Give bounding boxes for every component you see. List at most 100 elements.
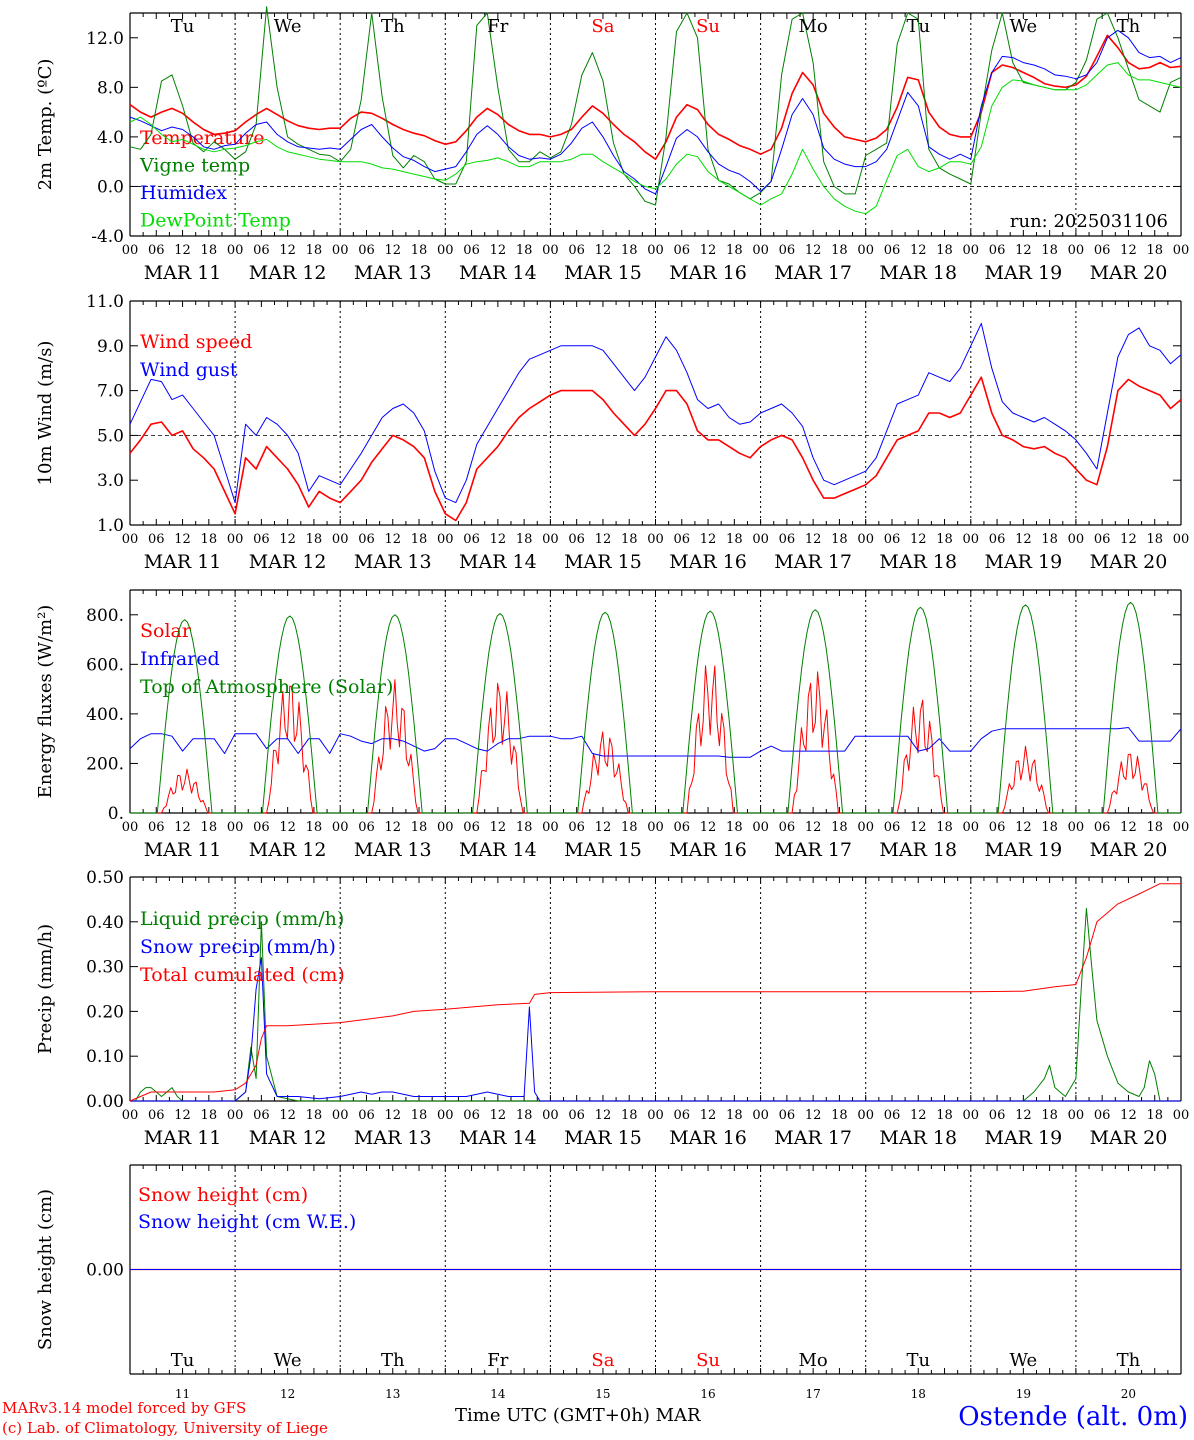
day-number-label: 12 xyxy=(280,1387,295,1401)
wind-hour-label: 06 xyxy=(253,532,270,547)
precip-hour-label: 06 xyxy=(253,1108,270,1123)
snow-ytick-label: 0.00 xyxy=(86,1261,124,1281)
run-label: run: 2025031106 xyxy=(1010,211,1168,232)
temp-series-humidex xyxy=(129,29,1182,195)
weekday-label-top: We xyxy=(274,16,302,37)
wind-hour-label: 00 xyxy=(752,532,769,547)
temp-hour-label: 00 xyxy=(122,243,139,258)
wind-legend-entry: Wind gust xyxy=(140,359,238,381)
flux-hour-label: 00 xyxy=(332,820,349,835)
precip-hour-label: 00 xyxy=(227,1108,244,1123)
precip-hour-label: 00 xyxy=(1068,1108,1085,1123)
temp-hour-label: 06 xyxy=(463,243,480,258)
weekday-label-bottom: Sa xyxy=(591,1350,614,1371)
flux-hour-label: 00 xyxy=(542,820,559,835)
flux-hour-label: 00 xyxy=(963,820,980,835)
wind-day-label: MAR 18 xyxy=(879,551,957,573)
wind-hour-label: 12 xyxy=(279,532,296,547)
temp-hour-label: 00 xyxy=(857,243,874,258)
precip-hour-label: 00 xyxy=(1173,1108,1190,1123)
flux-hour-label: 12 xyxy=(1015,820,1032,835)
flux-hour-label: 18 xyxy=(1146,820,1163,835)
wind-day-label: MAR 16 xyxy=(669,551,747,573)
weekday-label-top: Sa xyxy=(591,16,614,37)
temp-legend-entry: Vigne temp xyxy=(139,155,250,177)
precip-hour-label: 18 xyxy=(831,1108,848,1123)
precip-hour-label: 18 xyxy=(936,1108,953,1123)
wind-ytick-label: 5.0 xyxy=(97,426,124,446)
precip-day-label: MAR 18 xyxy=(879,1127,957,1149)
wind-hour-label: 12 xyxy=(595,532,612,547)
wind-hour-label: 00 xyxy=(963,532,980,547)
wind-hour-label: 12 xyxy=(700,532,717,547)
wind-legend-entry: Wind speed xyxy=(140,331,252,353)
temp-day-label: MAR 15 xyxy=(564,262,642,284)
flux-hour-label: 18 xyxy=(1041,820,1058,835)
flux-hour-label: 00 xyxy=(122,820,139,835)
wind-hour-label: 12 xyxy=(910,532,927,547)
temp-day-label: MAR 13 xyxy=(354,262,432,284)
weekday-label-bottom: Th xyxy=(1117,1350,1141,1371)
wind-hour-label: 12 xyxy=(174,532,191,547)
weekday-label-top: Tu xyxy=(171,16,195,37)
precip-hour-label: 12 xyxy=(279,1108,296,1123)
wind-hour-label: 18 xyxy=(306,532,323,547)
precip-hour-label: 00 xyxy=(332,1108,349,1123)
weekday-label-top: Fr xyxy=(487,16,508,37)
wind-day-label: MAR 17 xyxy=(774,551,852,573)
precip-hour-label: 12 xyxy=(384,1108,401,1123)
temp-hour-label: 06 xyxy=(358,243,375,258)
temp-day-label: MAR 18 xyxy=(879,262,957,284)
temp-ytick-label: 12.0 xyxy=(86,29,124,49)
temp-hour-label: 00 xyxy=(647,243,664,258)
day-number-label: 14 xyxy=(490,1387,506,1401)
temp-hour-label: 12 xyxy=(490,243,507,258)
wind-hour-label: 18 xyxy=(621,532,638,547)
precip-day-label: MAR 20 xyxy=(1090,1127,1168,1149)
flux-hour-label: 18 xyxy=(306,820,323,835)
temp-hour-label: 18 xyxy=(831,243,848,258)
flux-hour-label: 12 xyxy=(174,820,191,835)
flux-day-label: MAR 13 xyxy=(354,839,432,861)
temp-hour-label: 12 xyxy=(279,243,296,258)
temp-ytick-label: 8.0 xyxy=(97,78,124,98)
precip-hour-label: 06 xyxy=(568,1108,585,1123)
temp-hour-label: 00 xyxy=(332,243,349,258)
flux-hour-label: 06 xyxy=(253,820,270,835)
temp-day-label: MAR 14 xyxy=(459,262,537,284)
wind-hour-label: 12 xyxy=(805,532,822,547)
flux-ytick-label: 200. xyxy=(86,754,124,774)
wind-hour-label: 18 xyxy=(1041,532,1058,547)
wind-hour-labels: 00 06 12 18 00 06 12 18 00 06 12 18 00 06 12 18 00 06 12 18… xyxy=(122,532,1190,573)
temp-hour-label: 06 xyxy=(1094,243,1111,258)
precip-axes: 0.00 0.10 0.20 0.30 0.40 0.50 Precip (mm/h) Liq… xyxy=(35,868,1182,1112)
wind-hour-label: 06 xyxy=(463,532,480,547)
temp-hour-label: 12 xyxy=(805,243,822,258)
temp-legend-entry: DewPoint Temp xyxy=(140,210,291,232)
wind-ytick-label: 7.0 xyxy=(97,382,124,402)
flux-day-label: MAR 17 xyxy=(774,839,852,861)
station-name: Ostende (alt. 0m) xyxy=(958,1402,1188,1432)
precip-series-total-cumulated-cm xyxy=(129,883,1181,1102)
precip-hour-label: 06 xyxy=(148,1108,165,1123)
wind-day-label: MAR 14 xyxy=(459,551,537,573)
flux-day-label: MAR 16 xyxy=(669,839,747,861)
temp-hour-label: 00 xyxy=(752,243,769,258)
precip-ytick-label: 0.40 xyxy=(86,913,124,933)
flux-hour-label: 06 xyxy=(779,820,796,835)
flux-hour-labels: 00 06 12 18 00 06 12 18 00 06 12 18 00 06 12 18 00 06 12 18… xyxy=(122,820,1190,861)
flux-hour-label: 12 xyxy=(279,820,296,835)
wind-hour-label: 18 xyxy=(516,532,533,547)
snow-legend-entry: Snow height (cm W.E.) xyxy=(138,1211,356,1233)
wind-hour-label: 06 xyxy=(674,532,691,547)
precip-hour-label: 00 xyxy=(857,1108,874,1123)
temp-series-temperature xyxy=(129,34,1182,160)
precip-series-snow-precip-mm-h xyxy=(130,957,1181,1102)
temp-hour-label: 18 xyxy=(936,243,953,258)
weekday-label-top: Th xyxy=(1117,16,1141,37)
wind-hour-label: 00 xyxy=(1068,532,1085,547)
flux-day-label: MAR 19 xyxy=(984,839,1062,861)
temp-hour-label: 18 xyxy=(1041,243,1058,258)
temp-axes: -4.0 0.0 4.0 8.0 12.0 2m Temp. (ºC) Temperatur… xyxy=(35,6,1182,247)
temp-day-label: MAR 12 xyxy=(249,262,327,284)
